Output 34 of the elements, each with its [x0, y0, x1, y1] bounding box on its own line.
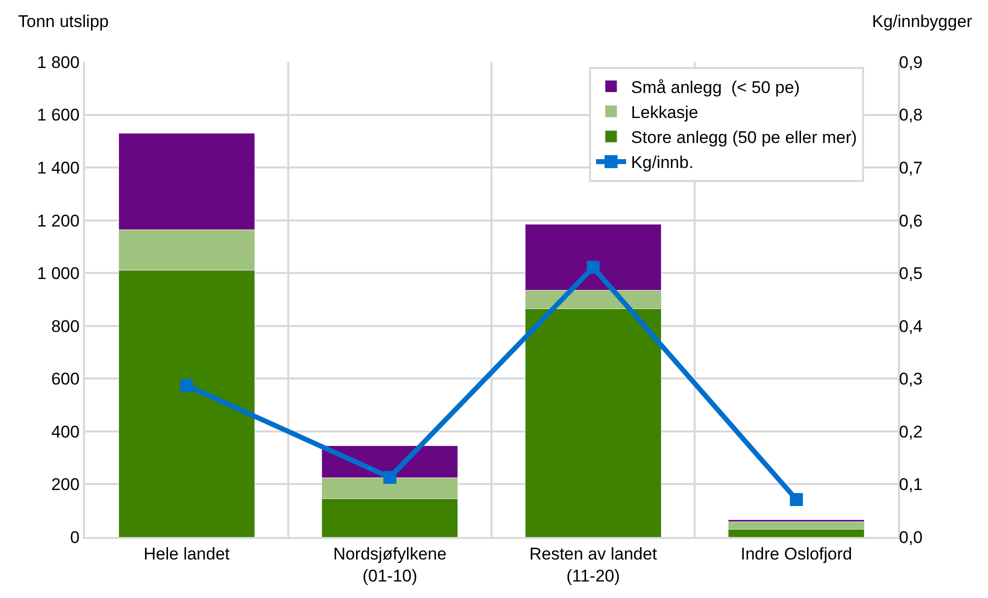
point — [180, 379, 194, 392]
y2-tick-label: 0,7 — [899, 158, 923, 178]
y2-tick-label: 0,0 — [899, 528, 923, 547]
y-tick-label: 200 — [51, 475, 80, 494]
y2-tick-label: 0,4 — [899, 316, 923, 336]
legend-label: Kg/innb. — [631, 153, 694, 172]
y-tick-label: 600 — [51, 370, 80, 389]
point — [383, 470, 396, 484]
x-tick-label: Indre Oslofjord — [740, 544, 852, 564]
y2-tick-label: 0,3 — [899, 370, 923, 389]
y2-tick-label: 0,5 — [899, 264, 923, 284]
y-tick-label: 1 800 — [37, 52, 80, 72]
x-tick-label: Nordsjøfylkene (01-10) — [333, 544, 447, 586]
y2-tick-label: 0,1 — [899, 475, 923, 494]
x-tick-label: Resten av landet (11-20) — [529, 544, 658, 586]
y-tick-label: 800 — [51, 316, 80, 336]
y2-axis-title: Kg/innbygger — [872, 12, 973, 31]
y-tick-label: 1 600 — [37, 106, 80, 125]
x-tick-label: Hele landet — [144, 544, 230, 564]
y-axis-title: Tonn utslipp — [18, 12, 109, 31]
legend-label: Små anlegg (< 50 pe) — [631, 78, 800, 97]
y2-tick-label: 0,6 — [899, 211, 923, 230]
point — [586, 260, 600, 274]
legend-label: Lekkasje — [631, 103, 698, 122]
y-tick-label: 400 — [51, 422, 80, 442]
y2-tick-label: 0,2 — [899, 422, 923, 442]
y-tick-label: 1 400 — [37, 158, 80, 178]
y2-tick-label: 0,9 — [899, 52, 923, 72]
y-tick-label: 1 200 — [37, 211, 80, 230]
y2-tick-label: 0,8 — [899, 106, 923, 125]
y-tick-label: 0 — [70, 528, 80, 547]
y-tick-label: 1 000 — [37, 264, 80, 284]
legend-label: Store anlegg (50 pe eller mer) — [631, 128, 857, 148]
point — [790, 493, 803, 506]
